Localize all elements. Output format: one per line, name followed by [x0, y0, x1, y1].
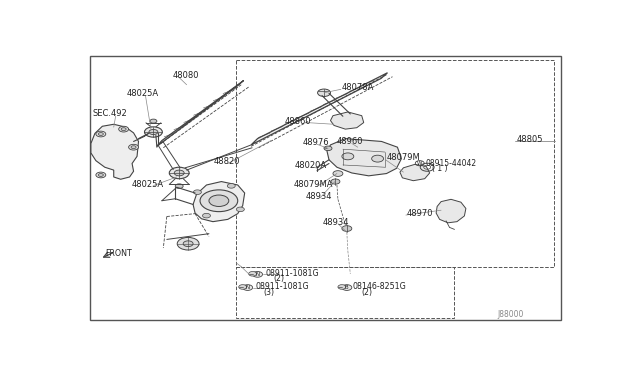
Circle shape [99, 132, 103, 135]
Text: 08915-44042: 08915-44042 [425, 159, 476, 168]
Text: 48080: 48080 [172, 71, 199, 80]
Text: 48820: 48820 [214, 157, 241, 166]
Circle shape [202, 214, 211, 218]
Circle shape [342, 285, 352, 291]
Circle shape [96, 131, 106, 137]
Text: ( 1 ): ( 1 ) [432, 164, 447, 173]
Circle shape [324, 146, 332, 151]
Polygon shape [157, 80, 244, 146]
Text: (2): (2) [362, 288, 372, 296]
Circle shape [149, 129, 158, 135]
Circle shape [248, 272, 257, 276]
Text: 08911-1081G: 08911-1081G [265, 269, 319, 278]
Text: SEC.492: SEC.492 [92, 109, 127, 118]
Text: 48025A: 48025A [132, 180, 164, 189]
Circle shape [174, 170, 184, 176]
Circle shape [342, 153, 354, 160]
Circle shape [331, 179, 340, 184]
Text: B: B [344, 285, 348, 290]
Circle shape [118, 126, 129, 132]
Polygon shape [91, 124, 138, 179]
Text: 48020A: 48020A [294, 161, 326, 170]
Text: 48970: 48970 [406, 209, 433, 218]
Circle shape [338, 285, 346, 289]
Text: N: N [245, 285, 249, 290]
Circle shape [342, 226, 352, 231]
Text: 48976: 48976 [302, 138, 329, 147]
Circle shape [200, 190, 237, 212]
Polygon shape [327, 139, 401, 176]
Text: 48934: 48934 [305, 192, 332, 201]
Text: J88000: J88000 [497, 310, 524, 319]
Polygon shape [436, 199, 466, 223]
Circle shape [253, 272, 262, 277]
Circle shape [129, 144, 138, 150]
Circle shape [150, 119, 157, 123]
Circle shape [121, 128, 126, 131]
Circle shape [99, 173, 103, 176]
Text: (2): (2) [273, 275, 284, 283]
Text: (3): (3) [264, 288, 275, 296]
Text: 48960: 48960 [337, 137, 364, 146]
Text: 08146-8251G: 08146-8251G [353, 282, 406, 292]
Text: FRONT: FRONT [105, 249, 132, 258]
Circle shape [209, 195, 229, 206]
Text: 48025A: 48025A [126, 89, 158, 99]
Circle shape [372, 155, 383, 162]
Circle shape [177, 237, 199, 250]
Polygon shape [193, 182, 244, 222]
Circle shape [145, 127, 163, 137]
Circle shape [169, 167, 189, 179]
Circle shape [239, 285, 246, 289]
Circle shape [183, 241, 193, 247]
Polygon shape [400, 164, 429, 181]
Text: 48805: 48805 [516, 135, 543, 144]
Circle shape [236, 207, 244, 212]
Bar [236, 60, 554, 267]
Polygon shape [251, 73, 388, 145]
Circle shape [227, 183, 236, 188]
Text: 48079M: 48079M [387, 153, 420, 162]
Circle shape [243, 285, 253, 291]
Text: W: W [417, 161, 422, 166]
Circle shape [175, 184, 183, 189]
Text: N: N [255, 272, 259, 277]
Bar [236, 267, 454, 318]
Circle shape [96, 172, 106, 178]
Circle shape [193, 190, 202, 195]
Text: 48860: 48860 [284, 118, 311, 126]
Text: 48934: 48934 [323, 218, 349, 227]
Circle shape [131, 146, 136, 149]
Text: 48078A: 48078A [342, 83, 374, 92]
Text: 08911-1081G: 08911-1081G [255, 282, 308, 292]
Polygon shape [330, 112, 364, 129]
Text: 48079MA: 48079MA [293, 180, 333, 189]
Circle shape [333, 171, 343, 176]
Circle shape [317, 89, 330, 96]
